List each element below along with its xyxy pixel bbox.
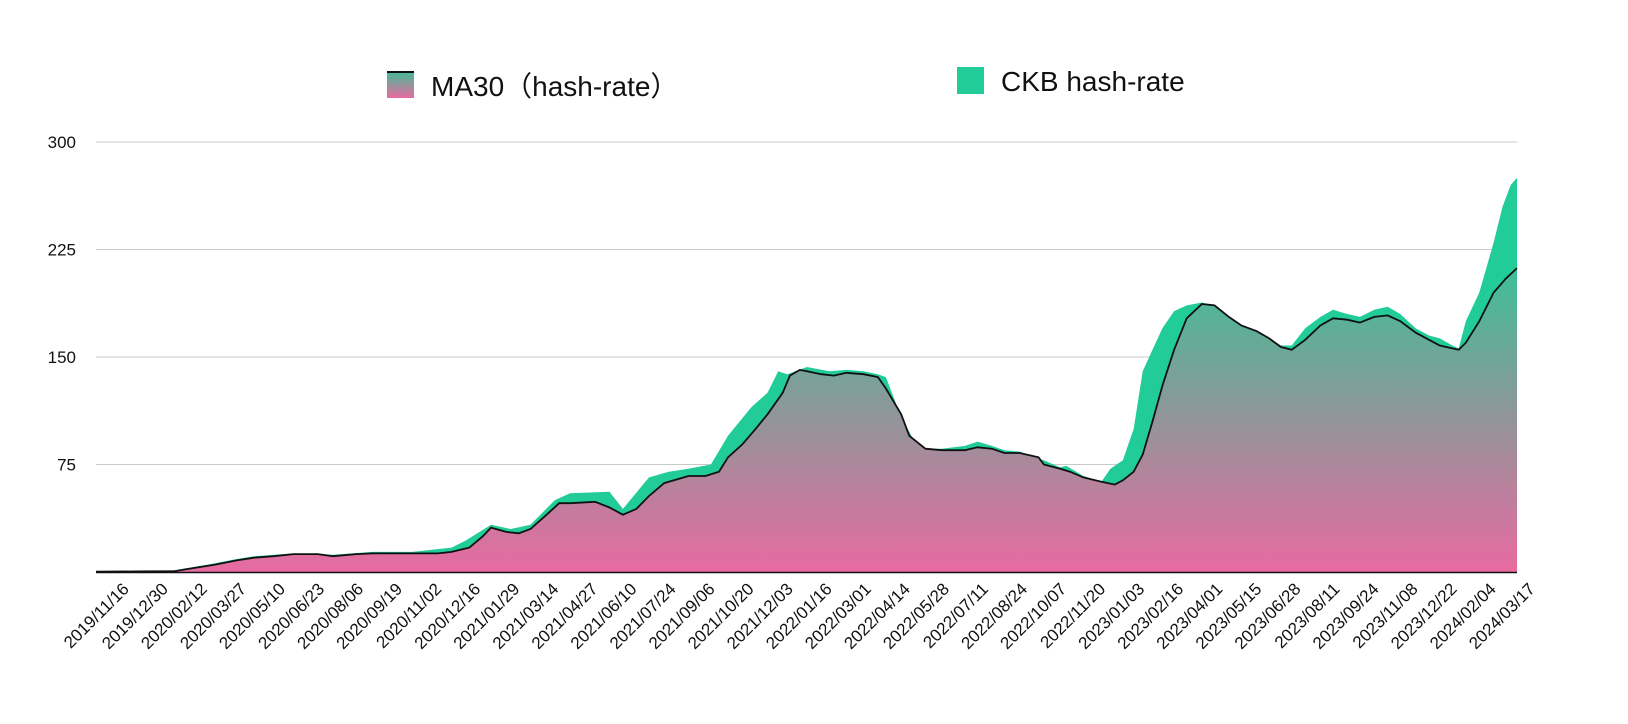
y-axis-ticks: 75 150 225 300 (48, 133, 76, 475)
y-tick-label: 150 (48, 348, 76, 367)
plot-area (95, 177, 1518, 573)
legend-item-ma30[interactable]: MA30（hash-rate） (387, 71, 678, 102)
legend-item-ckb-hash-rate[interactable]: CKB hash-rate (957, 66, 1185, 97)
ma30-area (96, 268, 1517, 572)
y-tick-label: 225 (48, 241, 76, 260)
legend-swatch-ckb-hash-rate (957, 67, 984, 94)
y-tick-label: 300 (48, 133, 76, 152)
y-tick-label: 75 (57, 456, 76, 475)
legend: MA30（hash-rate） CKB hash-rate (387, 66, 1185, 102)
legend-swatch-ma30 (387, 71, 414, 98)
legend-label-ckb-hash-rate: CKB hash-rate (1001, 66, 1185, 97)
ma30-line (95, 267, 1518, 573)
x-axis-ticks: 2019/11/162019/12/302020/02/122020/03/27… (60, 579, 1539, 653)
legend-label-ma30: MA30（hash-rate） (431, 71, 678, 102)
